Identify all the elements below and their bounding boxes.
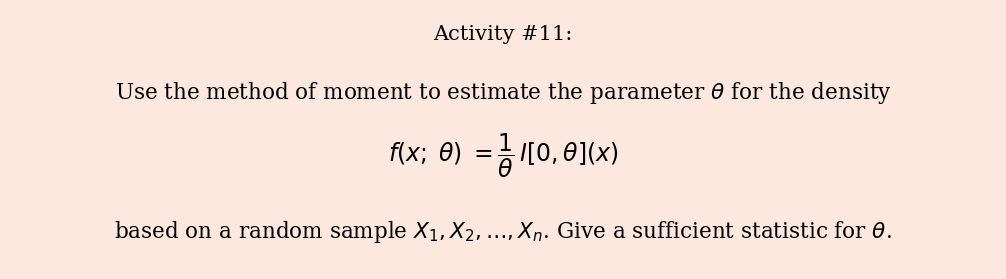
Text: based on a random sample $X_1, X_2, \ldots, X_n$. Give a sufficient statistic fo: based on a random sample $X_1, X_2, \ldo…	[114, 218, 892, 245]
Text: $f(x;\; \theta)\;  =\dfrac{1}{\theta}\, I[0,\theta](x)$: $f(x;\; \theta)\; =\dfrac{1}{\theta}\, I…	[387, 132, 619, 181]
Text: Activity #11:: Activity #11:	[434, 25, 572, 44]
Text: Use the method of moment to estimate the parameter $\theta$ for the density: Use the method of moment to estimate the…	[115, 80, 891, 107]
